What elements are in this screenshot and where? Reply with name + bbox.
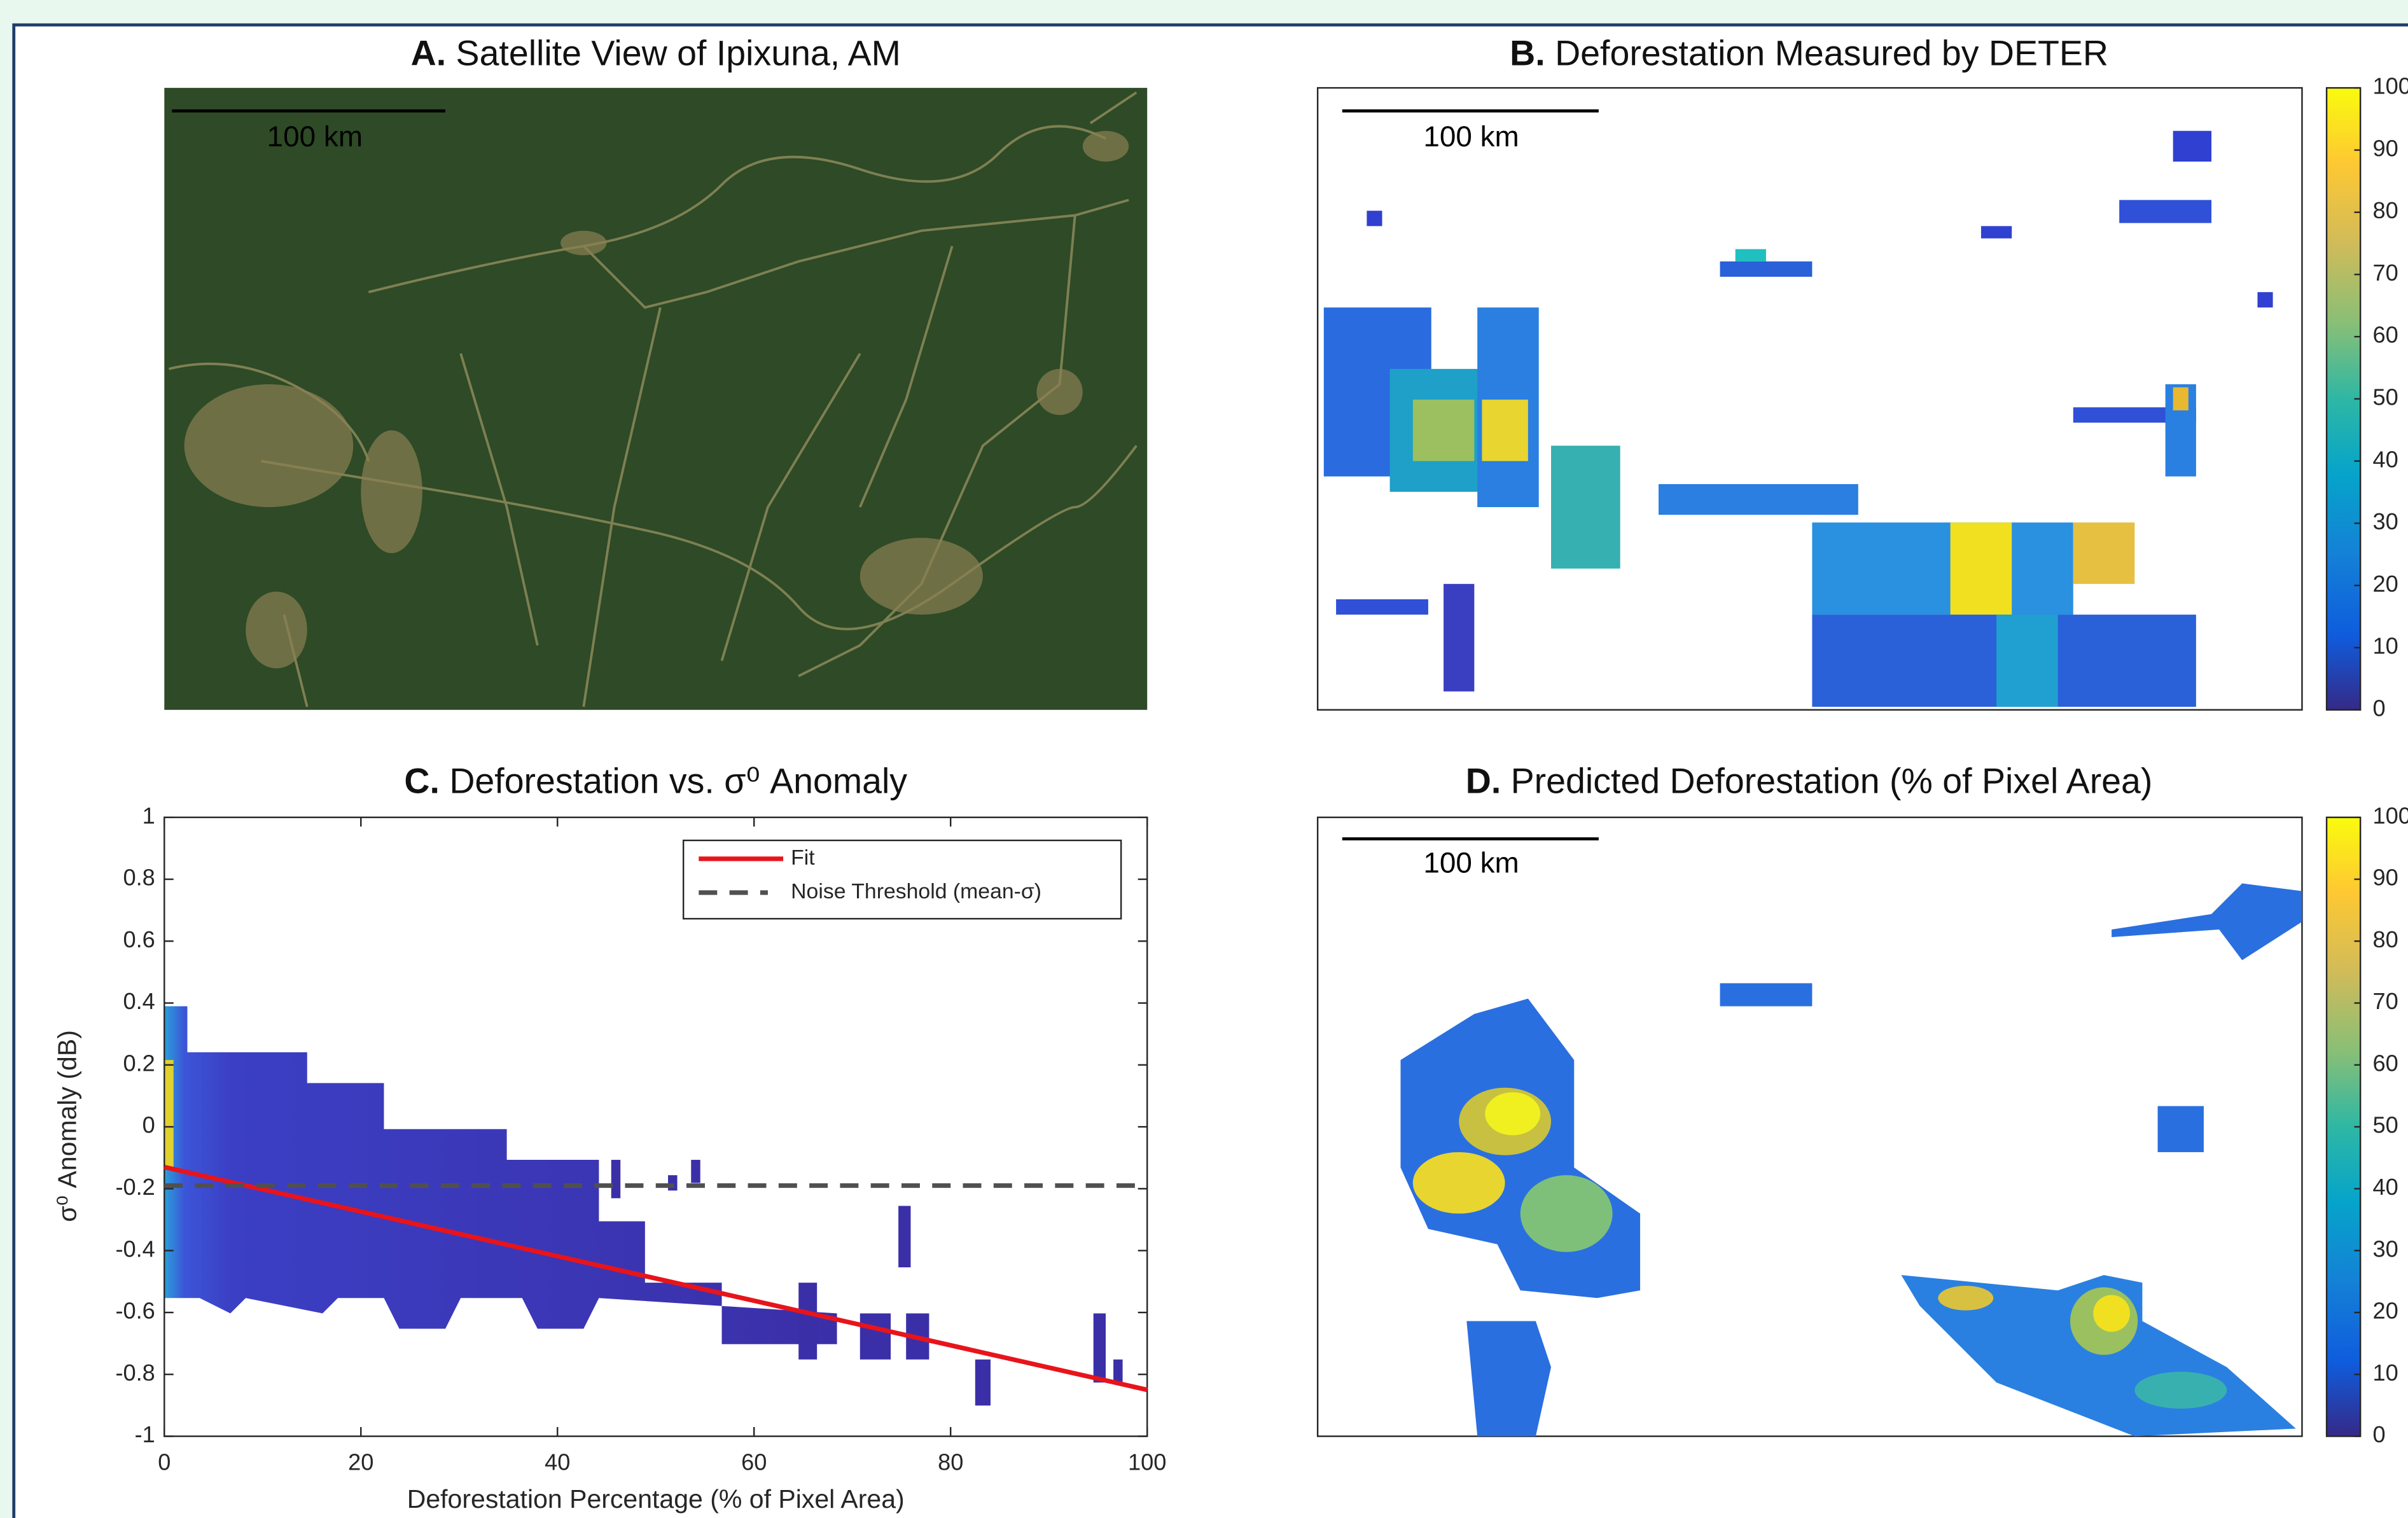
y-tick-label: -0.2 xyxy=(115,1174,155,1200)
x-tick-label: 100 xyxy=(1128,1449,1166,1475)
colorbar-tick-label: 30 xyxy=(2372,1236,2398,1262)
colorbar-tick-label: 60 xyxy=(2372,322,2398,348)
title-text: Predicted Deforestation (% of Pixel Area… xyxy=(1511,761,2153,800)
colorbar-tick-label: 50 xyxy=(2372,1112,2398,1138)
scale-label: 100 km xyxy=(267,120,363,153)
x-tick-label: 0 xyxy=(158,1449,171,1475)
panel-title: B. Deforestation Measured by DETER xyxy=(1510,33,2108,73)
panel-title: A. Satellite View of Ipixuna, AM xyxy=(411,33,901,73)
colorbar-tick-label: 40 xyxy=(2372,1174,2398,1200)
y-tick-label: -0.6 xyxy=(115,1298,155,1324)
colorbar-tick-label: 10 xyxy=(2372,1360,2398,1386)
x-tick-label: 20 xyxy=(348,1449,373,1475)
y-axis-label: σ⁰ Anomaly (dB) xyxy=(52,1030,81,1222)
y-tick-label: 0 xyxy=(143,1112,155,1138)
colorbar-tick-label: 20 xyxy=(2372,1298,2398,1324)
colorbar-tick-label: 40 xyxy=(2372,446,2398,472)
panel-letter: A. xyxy=(411,33,447,73)
panel-title: C. Deforestation vs. σ⁰ Anomaly xyxy=(404,761,907,800)
legend-label: Fit xyxy=(791,846,815,870)
y-tick-label: 1 xyxy=(143,802,155,828)
x-axis-label: Deforestation Percentage (% of Pixel Are… xyxy=(407,1484,905,1514)
scale-label: 100 km xyxy=(1423,120,1519,153)
colorbar-tick-label: 100 xyxy=(2372,802,2408,828)
panel-title: D. Predicted Deforestation (% of Pixel A… xyxy=(1466,761,2153,800)
y-tick-label: -1 xyxy=(135,1421,155,1447)
colorbar-tick-label: 70 xyxy=(2372,988,2398,1014)
x-tick-label: 80 xyxy=(938,1449,963,1475)
title-text: Satellite View of Ipixuna, AM xyxy=(456,33,901,73)
colorbar-tick-label: 80 xyxy=(2372,926,2398,952)
panel-letter: D. xyxy=(1466,761,1501,800)
title-text: Deforestation Measured by DETER xyxy=(1555,33,2108,73)
x-tick-label: 60 xyxy=(741,1449,767,1475)
colorbar-tick-label: 20 xyxy=(2372,571,2398,597)
legend-label: Noise Threshold (mean-σ) xyxy=(791,879,1041,903)
colorbar-tick-label: 90 xyxy=(2372,865,2398,891)
colorbar-tick-label: 100 xyxy=(2372,73,2408,99)
satellite-image xyxy=(164,88,1147,710)
y-tick-label: 0.2 xyxy=(123,1050,155,1076)
colorbar-tick-label: 0 xyxy=(2372,695,2385,721)
figure: A. Satellite View of Ipixuna, AM B. Defo… xyxy=(0,0,2408,1518)
colorbar-tick-label: 80 xyxy=(2372,197,2398,223)
colorbar-tick-label: 0 xyxy=(2372,1421,2385,1447)
colorbar-tick-label: 90 xyxy=(2372,135,2398,161)
title-text: Deforestation vs. σ⁰ Anomaly xyxy=(449,761,907,800)
y-tick-label: -0.8 xyxy=(115,1360,155,1386)
panel-letter: B. xyxy=(1510,33,1545,73)
colorbar-tick-label: 30 xyxy=(2372,508,2398,534)
colorbar-tick-label: 60 xyxy=(2372,1050,2398,1076)
colorbar-tick-label: 10 xyxy=(2372,633,2398,659)
colorbar-tick-label: 50 xyxy=(2372,384,2398,410)
y-tick-label: 0.6 xyxy=(123,926,155,952)
y-tick-label: 0.4 xyxy=(123,988,155,1014)
colorbar-tick-label: 70 xyxy=(2372,260,2398,286)
x-tick-label: 40 xyxy=(545,1449,570,1475)
y-tick-label: -0.4 xyxy=(115,1236,155,1262)
y-tick-label: 0.8 xyxy=(123,865,155,891)
panel-letter: C. xyxy=(404,761,440,800)
scale-label: 100 km xyxy=(1423,846,1519,879)
